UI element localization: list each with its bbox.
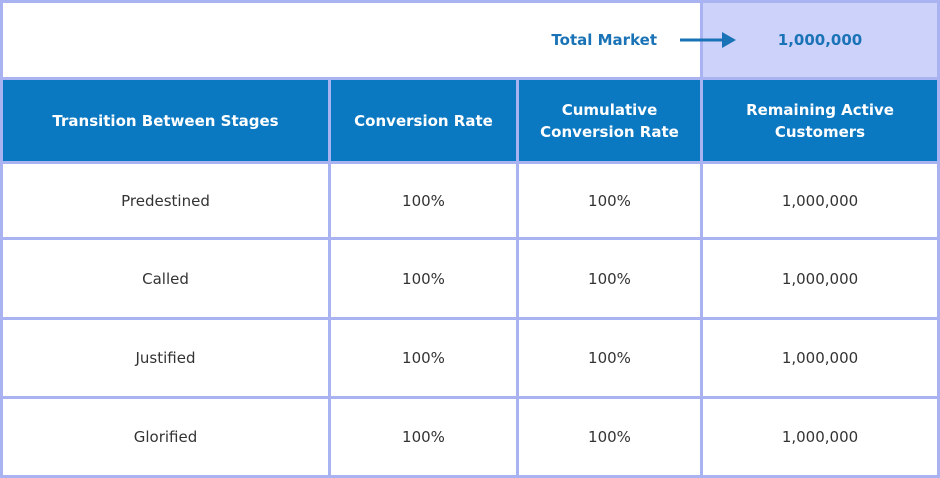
table-cell-remaining-customers: 1,000,000 (703, 240, 940, 320)
table-cell-conversion-rate: 100% (331, 240, 519, 320)
total-market-label-cell: Total Market (0, 0, 736, 80)
table-cell-stage: Glorified (0, 399, 331, 478)
total-market-label: Total Market (551, 31, 657, 49)
table-cell-remaining-customers: 1,000,000 (703, 399, 940, 478)
table-cell-cumulative-rate: 100% (519, 399, 703, 478)
table-cell-cumulative-rate: 100% (519, 320, 703, 399)
table-cell-stage: Predestined (0, 164, 331, 240)
table-cell-cumulative-rate: 100% (519, 164, 703, 240)
header-remaining-active-customers: Remaining Active Customers (703, 80, 940, 164)
table-cell-stage: Justified (0, 320, 331, 399)
table-cell-stage: Called (0, 240, 331, 320)
header-transition-between-stages: Transition Between Stages (0, 80, 331, 164)
header-cumulative-conversion-rate-text: Cumulative Conversion Rate (540, 100, 679, 141)
header-conversion-rate: Conversion Rate (331, 80, 519, 164)
header-cumulative-conversion-rate: Cumulative Conversion Rate (519, 80, 703, 164)
table-cell-conversion-rate: 100% (331, 320, 519, 399)
header-remaining-active-customers-text: Remaining Active Customers (746, 100, 894, 141)
total-market-value: 1,000,000 (703, 0, 940, 80)
table-cell-remaining-customers: 1,000,000 (703, 164, 940, 240)
table-cell-conversion-rate: 100% (331, 164, 519, 240)
table-cell-conversion-rate: 100% (331, 399, 519, 478)
table-cell-remaining-customers: 1,000,000 (703, 320, 940, 399)
table-cell-cumulative-rate: 100% (519, 240, 703, 320)
arrow-right-icon (680, 32, 736, 48)
